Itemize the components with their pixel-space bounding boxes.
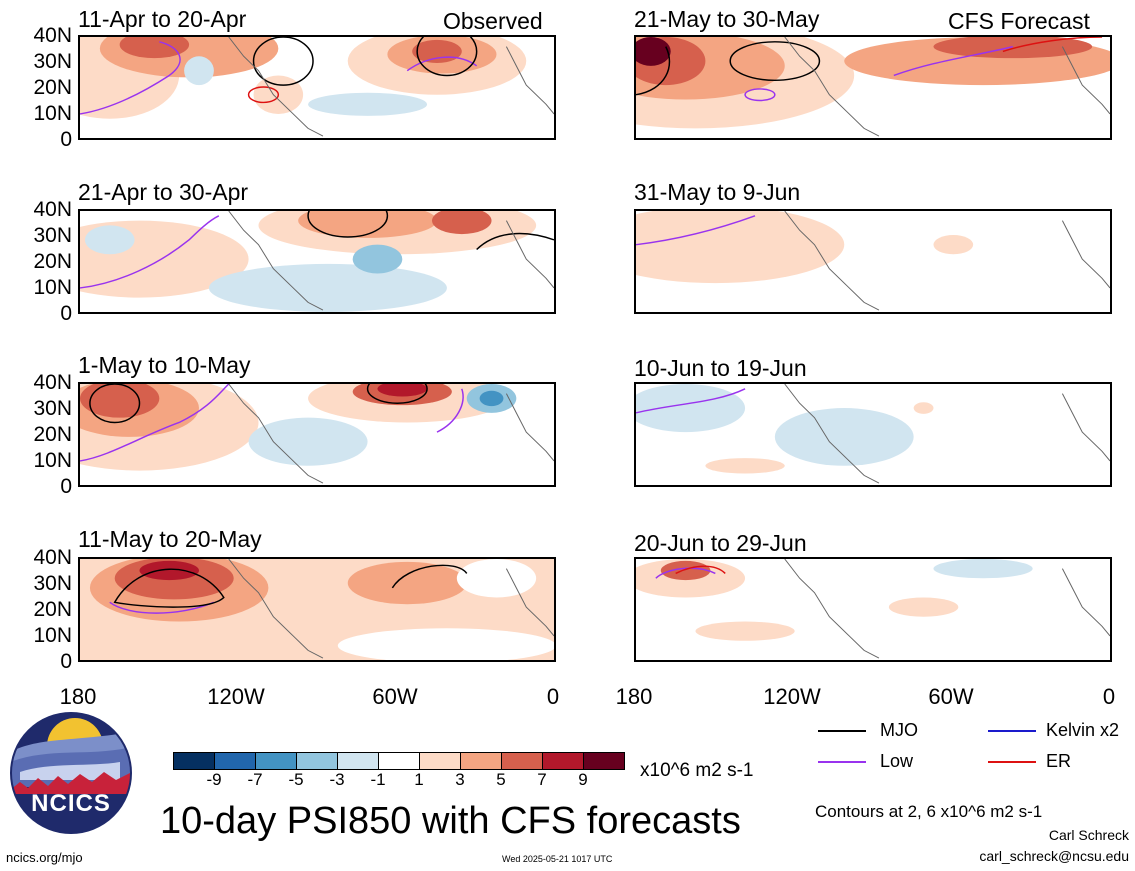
colorbar-swatch — [419, 752, 461, 770]
lat-label: 40N — [33, 24, 72, 47]
colorbar-swatch — [337, 752, 379, 770]
panel-title-r1: 31-May to 9-Jun — [634, 179, 801, 205]
legend-line-low — [818, 761, 866, 763]
logo-text: NCICS — [31, 790, 111, 817]
map-panel-l2 — [78, 382, 556, 487]
lat-label: 20N — [33, 250, 72, 273]
legend-label-er: ER — [1046, 751, 1072, 771]
lon-label-120w-right: 120W — [763, 684, 821, 709]
lon-label-180-left: 180 — [59, 684, 97, 709]
colorbar-units: x10^6 m2 s-1 — [640, 760, 754, 781]
legend-line-er — [988, 761, 1036, 763]
lat-label: 30N — [33, 224, 72, 247]
colorbar-swatch — [583, 752, 625, 770]
lat-label: 40N — [33, 198, 72, 221]
map-panel-l0 — [78, 35, 556, 140]
map-panel-l3 — [78, 557, 556, 662]
panel-tag-observed: Observed — [443, 8, 543, 34]
colorbar-swatch — [542, 752, 584, 770]
author-email[interactable]: carl_schreck@ncsu.edu — [979, 848, 1129, 864]
panel-title-l1: 21-Apr to 30-Apr — [78, 179, 249, 205]
legend-line-kelvin — [988, 730, 1036, 732]
colorbar-tick-label: 3 — [455, 770, 465, 789]
panel-title-l2: 1-May to 10-May — [78, 352, 251, 378]
lat-label: 30N — [33, 50, 72, 73]
panel-title-l3: 11-May to 20-May — [78, 526, 262, 552]
colorbar-tick-label: -7 — [247, 770, 263, 789]
colorbar-tick-label: 1 — [414, 770, 424, 789]
colorbar-tick-label: 7 — [537, 770, 547, 789]
lat-label: 10N — [33, 624, 72, 647]
map-panel-r1 — [634, 209, 1112, 314]
panel-title-r0: 21-May to 30-May — [634, 6, 820, 32]
panel-title-r2: 10-Jun to 19-Jun — [634, 355, 807, 381]
website-link[interactable]: ncics.org/mjo — [6, 850, 83, 865]
legend-line-mjo — [818, 730, 866, 732]
lon-label-0-left: 0 — [546, 684, 560, 709]
lon-label-60w-right: 60W — [928, 684, 974, 709]
colorbar-swatch — [214, 752, 256, 770]
author-name: Carl Schreck — [1048, 827, 1129, 843]
lat-label: 10N — [33, 102, 72, 125]
lat-label: 0 — [60, 475, 72, 498]
colorbar-tick-label: 5 — [496, 770, 506, 789]
panel-title-r3: 20-Jun to 29-Jun — [634, 530, 807, 556]
lat-label: 40N — [33, 371, 72, 394]
lat-label: 30N — [33, 572, 72, 595]
legend-label-kelvin: Kelvin x2 — [1046, 720, 1120, 740]
colorbar-tick-label: -9 — [206, 770, 222, 789]
lon-label-120w-left: 120W — [207, 684, 265, 709]
map-panel-r2 — [634, 382, 1112, 487]
timestamp: Wed 2025-05-21 1017 UTC — [502, 854, 613, 864]
lat-label: 20N — [33, 598, 72, 621]
colorbar-tick-label: -1 — [370, 770, 386, 789]
colorbar-swatch — [501, 752, 543, 770]
lat-label: 10N — [33, 449, 72, 472]
colorbar-swatch — [378, 752, 420, 770]
map-panel-l1 — [78, 209, 556, 314]
lat-label: 10N — [33, 276, 72, 299]
lat-label: 0 — [60, 302, 72, 325]
panel-title-l0: 11-Apr to 20-Apr — [78, 6, 247, 32]
map-panel-r0 — [634, 35, 1112, 140]
colorbar-tick-label: -5 — [288, 770, 304, 789]
lat-label: 0 — [60, 128, 72, 151]
colorbar-tick-label: -3 — [329, 770, 345, 789]
contour-note: Contours at 2, 6 x10^6 m2 s-1 — [815, 802, 1043, 821]
colorbar-swatch — [460, 752, 502, 770]
panel-tag-forecast: CFS Forecast — [948, 8, 1090, 34]
lat-label: 0 — [60, 650, 72, 673]
lon-label-60w-left: 60W — [372, 684, 418, 709]
colorbar-swatch — [255, 752, 297, 770]
colorbar-tick-label: 9 — [578, 770, 588, 789]
colorbar-swatch — [296, 752, 338, 770]
ncics-logo: NCICS — [10, 712, 132, 834]
legend-label-mjo: MJO — [880, 720, 918, 740]
main-title: 10-day PSI850 with CFS forecasts — [160, 800, 741, 842]
lat-label: 40N — [33, 546, 72, 569]
lon-label-0-right: 0 — [1102, 684, 1116, 709]
colorbar-swatch — [173, 752, 215, 770]
legend-label-low: Low — [880, 751, 914, 771]
lat-label: 20N — [33, 76, 72, 99]
lat-label: 30N — [33, 397, 72, 420]
lon-label-180-right: 180 — [615, 684, 653, 709]
lat-label: 20N — [33, 423, 72, 446]
map-panel-r3 — [634, 557, 1112, 662]
